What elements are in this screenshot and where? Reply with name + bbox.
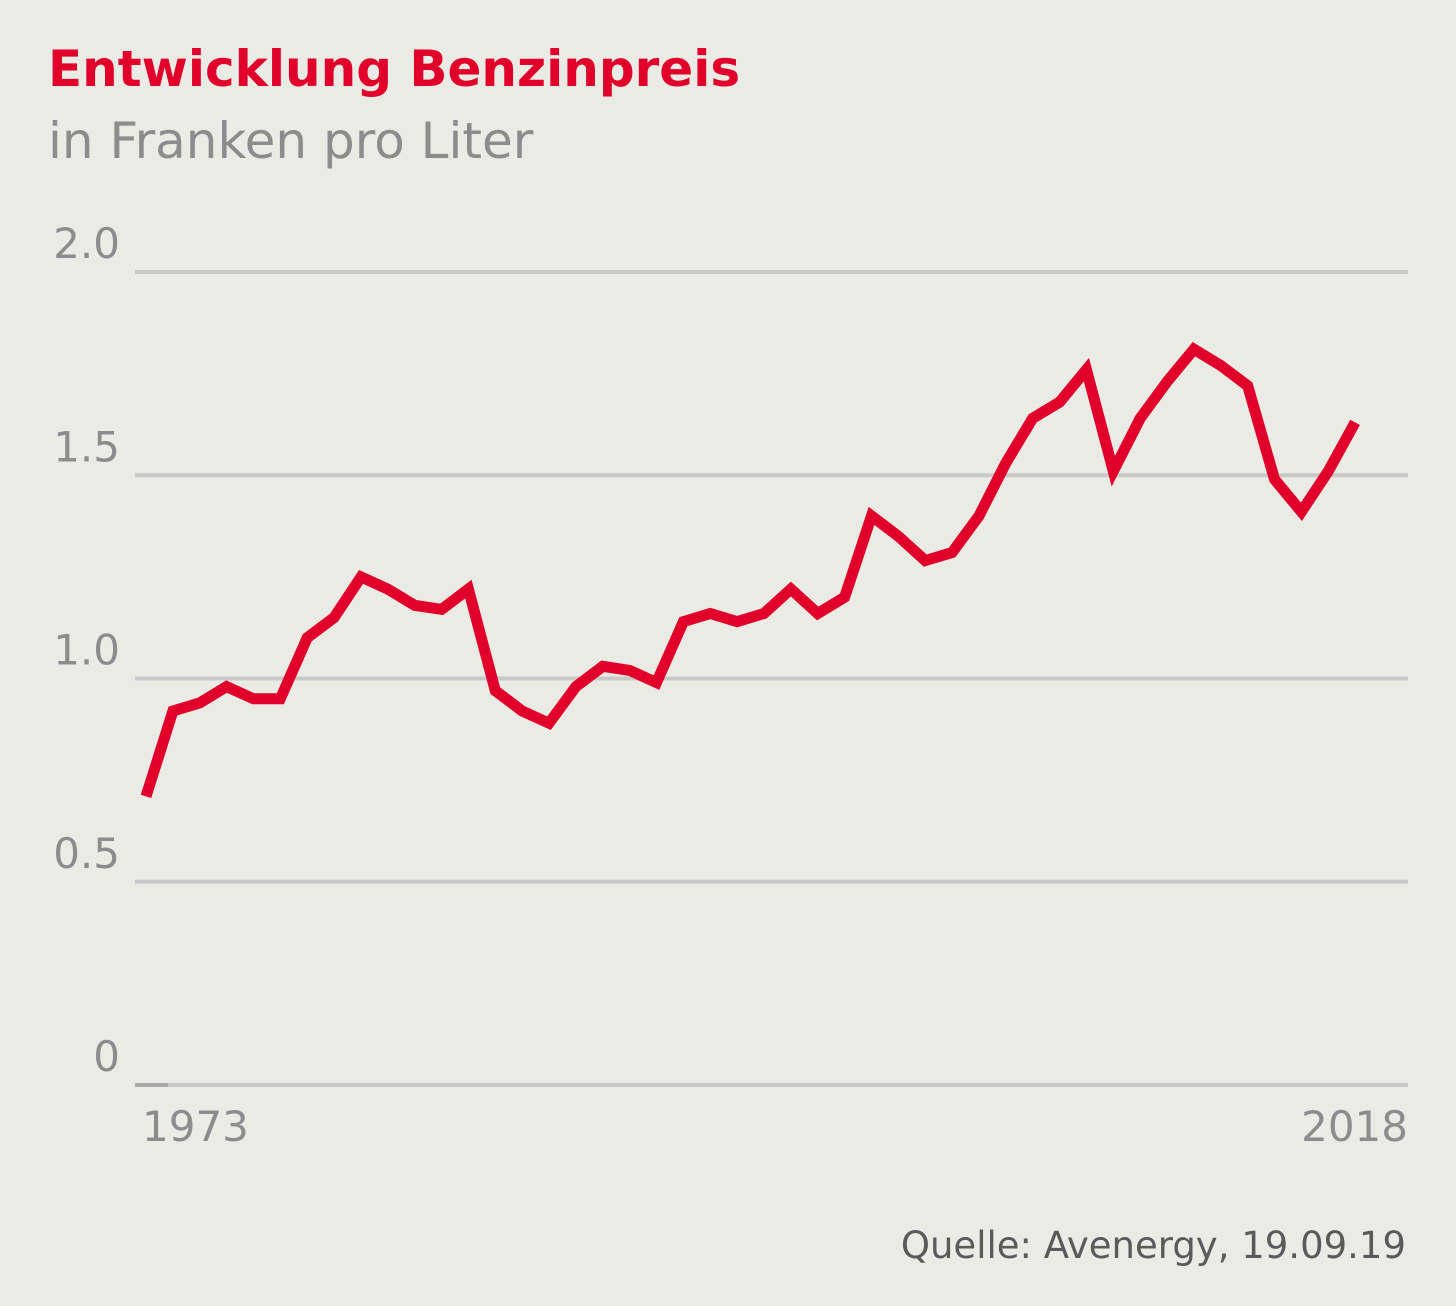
y-tick-labels: 0 0.5 1.0 1.5 2.0 [53,219,120,1081]
y-tick-label: 0.5 [53,829,120,878]
series-line [140,342,1360,799]
y-tick-label: 1.5 [53,422,120,471]
x-tick-label: 1973 [142,1102,249,1151]
source-note: Quelle: Avenergy, 19.09.19 [900,1224,1406,1267]
y-tick-label: 1.0 [53,626,120,675]
x-tick-labels: 1973 2018 [142,1102,1408,1151]
y-tick-label: 0 [93,1032,120,1081]
series-layer [140,342,1360,799]
chart-title: Entwicklung Benzinpreis [48,40,741,98]
grid-lines [135,270,1408,1087]
x-tick-label: 2018 [1301,1102,1408,1151]
chart-subtitle: in Franken pro Liter [48,112,534,170]
y-tick-label: 2.0 [53,219,120,268]
